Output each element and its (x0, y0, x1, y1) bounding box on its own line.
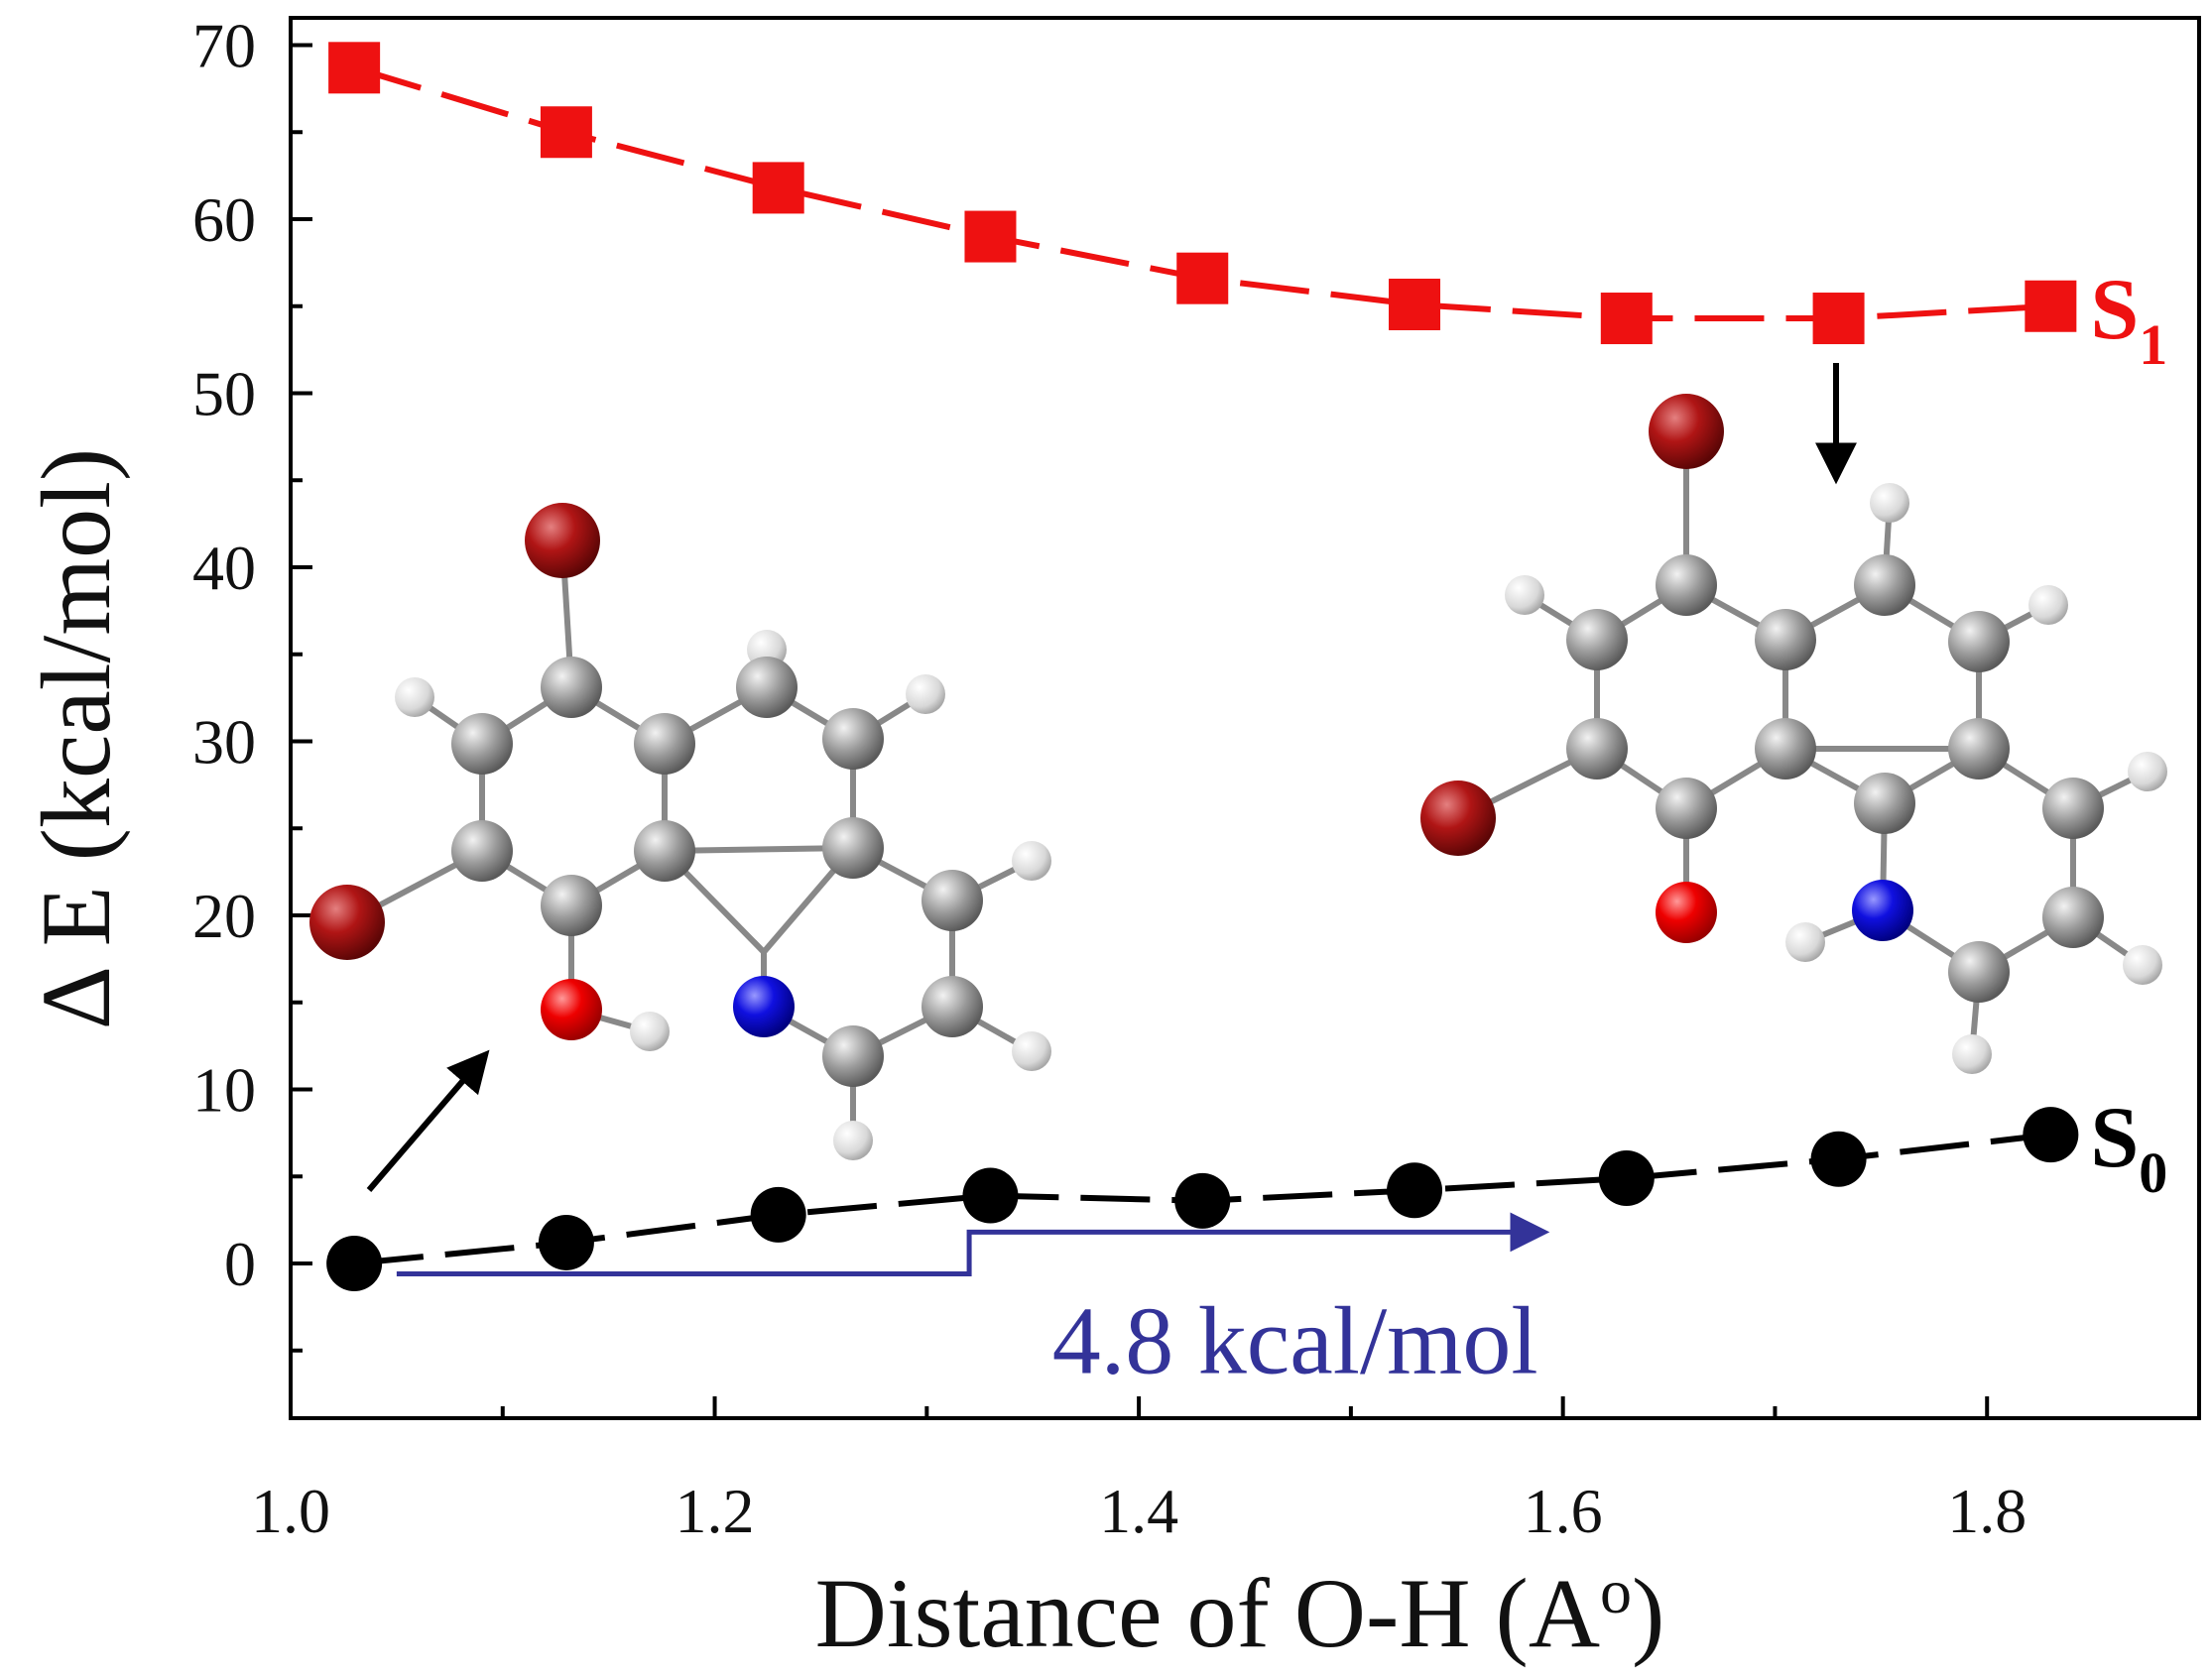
y-tick-label: 30 (192, 707, 256, 778)
x-tick-label: 1.8 (1947, 1476, 2027, 1546)
series-label-S1: S1 (2090, 262, 2167, 377)
axis-ticks (289, 43, 2201, 1418)
y-tick-label: 40 (192, 533, 256, 603)
data-point-S1 (540, 106, 592, 159)
data-point-S1 (1812, 293, 1865, 345)
data-point-S1 (964, 210, 1017, 263)
data-point-S1 (1176, 252, 1229, 304)
series-label-S0: S0 (2090, 1090, 2167, 1205)
enol-molecule-image (309, 503, 1051, 1160)
data-point-S1 (2025, 280, 2077, 332)
annotation-layer: 4.8 kcal/mol (396, 1212, 1550, 1395)
y-axis-title: Δ E (kcal/mol) (21, 448, 131, 1029)
y-tick-label: 50 (192, 359, 256, 429)
x-tick-label: 1.0 (251, 1476, 330, 1546)
data-point-S0 (538, 1214, 594, 1270)
y-tick-label: 0 (224, 1229, 256, 1299)
data-point-S0 (2023, 1107, 2079, 1163)
data-point-S1 (328, 42, 381, 94)
data-point-S1 (1600, 293, 1653, 345)
data-point-S1 (752, 162, 804, 214)
keto-molecule-image (1420, 394, 2167, 1074)
y-tick-labels: 0 10 20 30 40 50 60 70 (192, 11, 256, 1300)
energy-gap-arrow (396, 1212, 1550, 1277)
x-tick-labels: 1.0 1.2 1.4 1.6 1.8 (251, 1476, 2027, 1546)
data-point-S0 (1810, 1131, 1867, 1187)
y-tick-label: 10 (192, 1055, 256, 1126)
x-tick-label: 1.6 (1524, 1476, 1603, 1546)
data-point-S1 (1389, 278, 1441, 330)
data-point-S0 (326, 1236, 383, 1291)
y-tick-label: 20 (192, 881, 256, 951)
x-tick-label: 1.4 (1099, 1476, 1178, 1546)
data-point-S0 (750, 1186, 806, 1243)
y-tick-label: 60 (192, 184, 256, 255)
data-point-S0 (962, 1167, 1019, 1224)
x-tick-label: 1.2 (676, 1476, 755, 1546)
data-point-S0 (1387, 1162, 1443, 1219)
series-layer: S1 S0 (326, 42, 2167, 1291)
enol-pointer-arrow (366, 1049, 490, 1192)
data-point-S0 (1598, 1150, 1655, 1207)
data-point-S0 (1174, 1172, 1231, 1229)
y-tick-label: 70 (192, 11, 256, 81)
x-axis-title: Distance of O-H (Ao) (815, 1556, 1665, 1668)
energy-gap-label: 4.8 kcal/mol (1052, 1288, 1538, 1395)
plot-frame (289, 16, 2201, 1420)
